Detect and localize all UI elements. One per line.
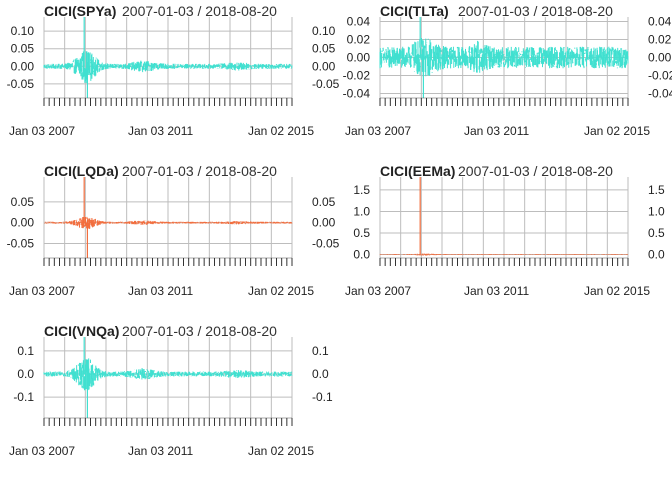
y-tick-label-left: 0.05 (11, 42, 35, 56)
x-tick-label: Jan 02 2015 (584, 124, 650, 138)
chart-subtitle: 2007-01-03 / 2018-08-20 (122, 3, 277, 19)
x-tick-label: Jan 03 2007 (9, 284, 75, 298)
y-tick-label-right: -0.1 (312, 390, 333, 404)
y-tick-label-left: -0.1 (13, 390, 34, 404)
y-tick-label-left: 0.10 (11, 24, 35, 38)
y-tick-label-left: -0.05 (7, 77, 35, 91)
y-tick-label-right: 1.5 (648, 183, 665, 197)
chart-panel: 0.05 0.05 0.00 0.00 -0.05 -0.05 Jan 03 2007 Jan… (7, 163, 340, 298)
x-tick-label: Jan 03 2011 (128, 284, 193, 298)
y-tick-label-right: -0.02 (648, 69, 672, 83)
x-tick-label: Jan 03 2007 (9, 444, 75, 458)
y-tick-label-right: 0.02 (648, 33, 672, 47)
y-tick-label-right: 0.00 (312, 216, 336, 230)
x-tick-label: Jan 03 2011 (128, 124, 193, 138)
chart-title: CICI(LQDa) (44, 163, 119, 179)
x-tick-label: Jan 02 2015 (248, 284, 314, 298)
y-tick-label-right: -0.05 (312, 236, 340, 250)
chart-panel: 0.10 0.10 0.05 0.05 0.00 0.00 -0.05 -0.05 Jan 03… (7, 3, 340, 138)
x-tick-label: Jan 03 2011 (464, 284, 529, 298)
chart-title: CICI(VNQa) (44, 323, 119, 339)
y-tick-label-left: -0.02 (343, 69, 371, 83)
y-tick-label-left: 0.00 (11, 216, 35, 230)
y-tick-label-left: 0.00 (11, 59, 35, 73)
y-tick-label-left: 0.0 (17, 367, 34, 381)
series-line (43, 358, 293, 391)
x-tick-label: Jan 02 2015 (248, 444, 314, 458)
chart-panel: 1.5 1.5 1.0 1.0 0.5 0.5 0.0 0.0 Jan 03 2007 Jan 0… (345, 163, 665, 298)
x-tick-label: Jan 03 2007 (9, 124, 75, 138)
series-line (43, 51, 293, 83)
chart-title: CICI(TLTa) (380, 3, 449, 19)
y-tick-label-right: 0.05 (312, 42, 336, 56)
y-tick-label-left: 1.0 (353, 204, 370, 218)
y-tick-label-left: 0.5 (353, 226, 370, 240)
y-tick-label-right: 0.04 (648, 15, 672, 29)
x-tick-label: Jan 02 2015 (584, 284, 650, 298)
y-tick-label-right: 0.00 (648, 51, 672, 65)
x-tick-label: Jan 03 2007 (345, 284, 411, 298)
chart-title: CICI(SPYa) (44, 3, 116, 19)
y-tick-label-right: 0.00 (312, 59, 336, 73)
y-tick-label-left: 0.05 (11, 195, 35, 209)
y-tick-label-right: 1.0 (648, 204, 665, 218)
y-tick-label-right: 0.1 (312, 344, 329, 358)
chart-subtitle: 2007-01-03 / 2018-08-20 (458, 163, 613, 179)
y-tick-label-left: 0.0 (353, 248, 370, 262)
chart-subtitle: 2007-01-03 / 2018-08-20 (122, 163, 277, 179)
y-tick-label-right: 0.5 (648, 226, 665, 240)
series-line (379, 38, 629, 78)
y-tick-label-left: 0.04 (347, 15, 371, 29)
chart-panel: 0.04 0.04 0.02 0.02 0.00 0.00 -0.02 -0.02 -0.04 -… (343, 3, 672, 138)
y-tick-label-left: 0.02 (347, 33, 371, 47)
y-tick-label-left: 0.1 (17, 344, 34, 358)
x-tick-label: Jan 02 2015 (248, 124, 314, 138)
series-line (43, 216, 293, 229)
y-tick-label-right: 0.0 (648, 248, 665, 262)
x-tick-label: Jan 03 2011 (128, 444, 193, 458)
y-tick-label-left: -0.05 (7, 236, 35, 250)
series-line (379, 253, 629, 256)
y-tick-label-left: 0.00 (347, 51, 371, 65)
y-tick-label-left: -0.04 (343, 87, 371, 101)
x-tick-label: Jan 03 2007 (345, 124, 411, 138)
y-tick-label-left: 1.5 (353, 183, 370, 197)
chart-title: CICI(EEMa) (380, 163, 455, 179)
x-tick-label: Jan 03 2011 (464, 124, 529, 138)
chart-subtitle: 2007-01-03 / 2018-08-20 (122, 323, 277, 339)
y-tick-label-right: 0.0 (312, 367, 329, 381)
y-tick-label-right: -0.04 (648, 87, 672, 101)
chart-panel: 0.1 0.1 0.0 0.0 -0.1 -0.1 Jan 03 2007 Jan 03 20… (9, 323, 333, 458)
chart-subtitle: 2007-01-03 / 2018-08-20 (458, 3, 613, 19)
y-tick-label-right: -0.05 (312, 77, 340, 91)
y-tick-label-right: 0.10 (312, 24, 336, 38)
y-tick-label-right: 0.05 (312, 195, 336, 209)
